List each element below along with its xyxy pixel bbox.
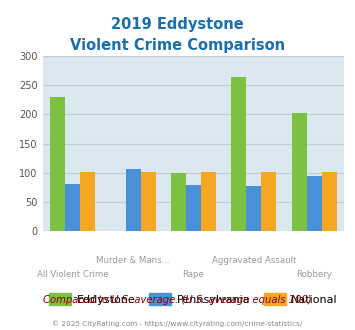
Legend: Eddystone, Pennsylvania, National: Eddystone, Pennsylvania, National <box>44 289 343 309</box>
Bar <box>186 185 201 231</box>
Text: Robbery: Robbery <box>296 270 332 279</box>
Text: Murder & Mans...: Murder & Mans... <box>96 256 170 265</box>
Bar <box>65 184 80 231</box>
Text: Compared to U.S. average. (U.S. average equals 100): Compared to U.S. average. (U.S. average … <box>43 295 312 305</box>
Bar <box>231 77 246 231</box>
Bar <box>80 172 95 231</box>
Text: © 2025 CityRating.com - https://www.cityrating.com/crime-statistics/: © 2025 CityRating.com - https://www.city… <box>53 320 302 327</box>
Bar <box>307 176 322 231</box>
Text: All Violent Crime: All Violent Crime <box>37 270 109 279</box>
Bar <box>261 172 277 231</box>
Text: Aggravated Assault: Aggravated Assault <box>212 256 296 265</box>
Bar <box>201 172 216 231</box>
Bar <box>126 169 141 231</box>
Bar <box>322 172 337 231</box>
Bar <box>246 186 261 231</box>
Text: Rape: Rape <box>182 270 204 279</box>
Bar <box>171 173 186 231</box>
Bar <box>141 172 156 231</box>
Text: Violent Crime Comparison: Violent Crime Comparison <box>70 38 285 53</box>
Bar <box>291 113 307 231</box>
Bar <box>50 97 65 231</box>
Text: 2019 Eddystone: 2019 Eddystone <box>111 16 244 31</box>
